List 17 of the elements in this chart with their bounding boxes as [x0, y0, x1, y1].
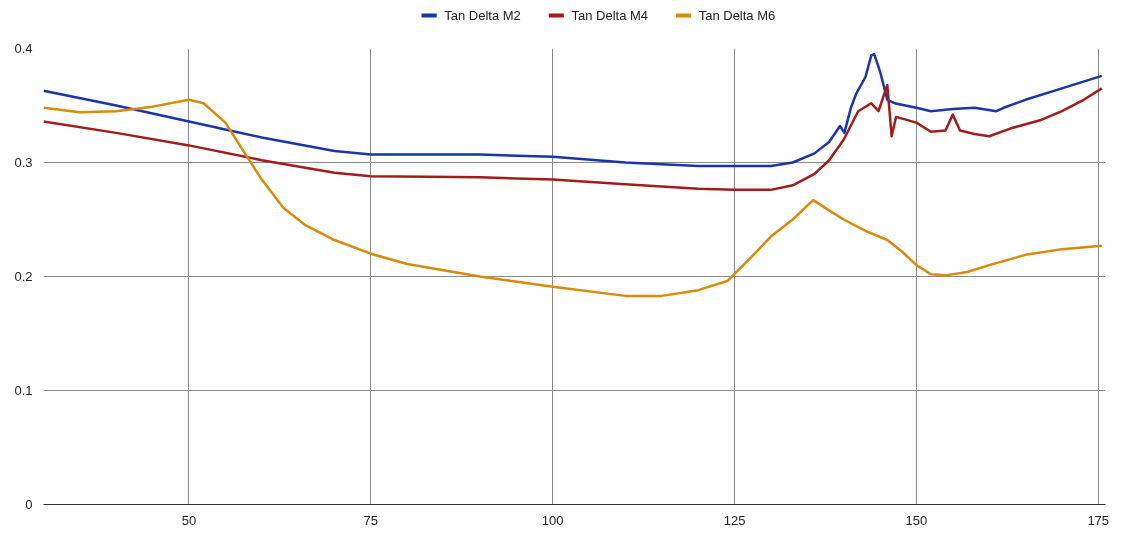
x-tick-label: 125	[723, 512, 746, 528]
y-tick-label: 0.3	[14, 155, 33, 170]
line-series	[43, 52, 1104, 168]
x-tick-label: 150	[905, 512, 928, 528]
y-tick-label: 0.2	[14, 269, 33, 284]
y-tick-label: 0.1	[14, 383, 33, 398]
x-tick-label: 75	[363, 512, 379, 528]
legend-label: Tan Delta M4	[571, 8, 649, 23]
line-series	[43, 83, 1104, 192]
y-tick-label: 0	[25, 497, 33, 512]
y-tick-label: 0.4	[14, 41, 33, 56]
line-series	[43, 98, 1104, 298]
x-tick-label: 175	[1087, 512, 1110, 528]
x-tick-label: 50	[181, 512, 197, 528]
legend-label: Tan Delta M6	[698, 8, 776, 23]
legend-label: Tan Delta M2	[444, 8, 521, 23]
x-tick-label: 100	[541, 512, 564, 528]
